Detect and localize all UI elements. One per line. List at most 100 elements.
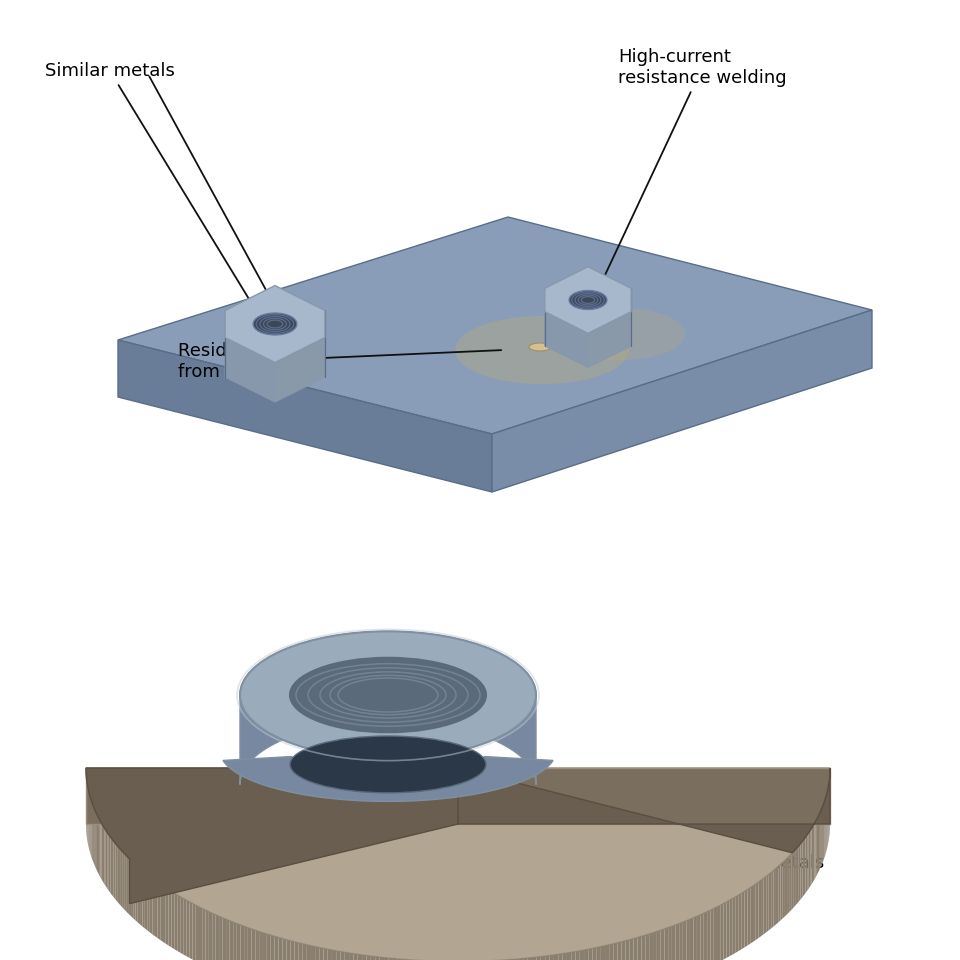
Polygon shape: [626, 940, 630, 960]
Polygon shape: [567, 952, 571, 960]
Polygon shape: [118, 340, 492, 492]
Polygon shape: [362, 955, 367, 960]
Polygon shape: [649, 933, 653, 960]
Polygon shape: [99, 819, 101, 877]
Ellipse shape: [290, 658, 486, 732]
Polygon shape: [540, 956, 545, 960]
Polygon shape: [216, 915, 219, 960]
Polygon shape: [668, 926, 672, 960]
Polygon shape: [697, 915, 701, 960]
Polygon shape: [153, 878, 155, 936]
Polygon shape: [229, 921, 233, 960]
Polygon shape: [515, 959, 518, 960]
Polygon shape: [291, 941, 295, 960]
Polygon shape: [763, 876, 766, 934]
Polygon shape: [180, 897, 183, 954]
Polygon shape: [275, 338, 324, 402]
Polygon shape: [739, 893, 742, 951]
Polygon shape: [160, 884, 163, 942]
Polygon shape: [732, 897, 735, 954]
Polygon shape: [384, 957, 389, 960]
Ellipse shape: [606, 328, 622, 335]
Polygon shape: [311, 946, 315, 960]
Polygon shape: [528, 957, 532, 960]
Polygon shape: [645, 934, 649, 960]
Polygon shape: [98, 817, 99, 875]
Polygon shape: [704, 912, 708, 960]
Polygon shape: [820, 810, 821, 868]
Polygon shape: [259, 931, 263, 960]
Polygon shape: [183, 899, 186, 956]
Polygon shape: [766, 875, 769, 932]
Polygon shape: [172, 891, 175, 949]
Polygon shape: [150, 876, 153, 934]
Polygon shape: [209, 912, 212, 960]
Polygon shape: [708, 910, 710, 960]
Ellipse shape: [551, 307, 685, 360]
Polygon shape: [782, 860, 785, 919]
Polygon shape: [155, 880, 157, 938]
Polygon shape: [554, 954, 559, 960]
Polygon shape: [818, 814, 819, 873]
Polygon shape: [672, 924, 676, 960]
Polygon shape: [263, 933, 267, 960]
Polygon shape: [119, 848, 121, 906]
Polygon shape: [96, 812, 97, 871]
Polygon shape: [811, 826, 813, 884]
Polygon shape: [233, 923, 237, 960]
Polygon shape: [751, 886, 753, 944]
Polygon shape: [189, 901, 193, 960]
Polygon shape: [771, 871, 774, 928]
Polygon shape: [349, 953, 353, 960]
Polygon shape: [753, 884, 756, 942]
Ellipse shape: [529, 343, 551, 351]
Polygon shape: [353, 953, 358, 960]
Polygon shape: [371, 956, 375, 960]
Polygon shape: [563, 953, 567, 960]
Text: Residual stress
from heat: Residual stress from heat: [178, 342, 501, 381]
Polygon shape: [223, 756, 553, 802]
Polygon shape: [720, 903, 724, 960]
Polygon shape: [799, 844, 801, 901]
Polygon shape: [105, 828, 106, 886]
Polygon shape: [175, 893, 178, 951]
Polygon shape: [769, 873, 771, 930]
Polygon shape: [132, 860, 133, 919]
Polygon shape: [601, 946, 605, 960]
Polygon shape: [275, 936, 278, 960]
Polygon shape: [660, 929, 664, 960]
Ellipse shape: [290, 736, 486, 793]
Polygon shape: [676, 924, 680, 960]
Polygon shape: [110, 837, 112, 895]
Polygon shape: [121, 850, 123, 908]
Polygon shape: [129, 858, 132, 916]
Polygon shape: [375, 956, 379, 960]
Polygon shape: [653, 931, 657, 960]
Polygon shape: [147, 875, 150, 932]
Polygon shape: [761, 878, 763, 936]
Polygon shape: [805, 834, 807, 893]
Polygon shape: [327, 949, 332, 960]
Polygon shape: [808, 830, 810, 888]
Polygon shape: [717, 905, 720, 960]
Polygon shape: [248, 927, 252, 960]
Polygon shape: [797, 846, 799, 903]
Polygon shape: [271, 935, 275, 960]
Polygon shape: [774, 869, 776, 926]
Polygon shape: [544, 312, 588, 368]
Polygon shape: [814, 821, 816, 879]
Polygon shape: [203, 908, 205, 960]
Polygon shape: [817, 817, 818, 875]
Polygon shape: [178, 895, 180, 952]
Polygon shape: [267, 934, 271, 960]
Polygon shape: [819, 812, 820, 871]
Polygon shape: [779, 864, 780, 923]
Polygon shape: [730, 899, 732, 956]
Polygon shape: [223, 918, 226, 960]
Polygon shape: [315, 947, 320, 960]
Polygon shape: [657, 930, 660, 960]
Polygon shape: [295, 942, 299, 960]
Polygon shape: [157, 882, 160, 940]
Polygon shape: [610, 944, 613, 960]
Polygon shape: [576, 950, 580, 960]
